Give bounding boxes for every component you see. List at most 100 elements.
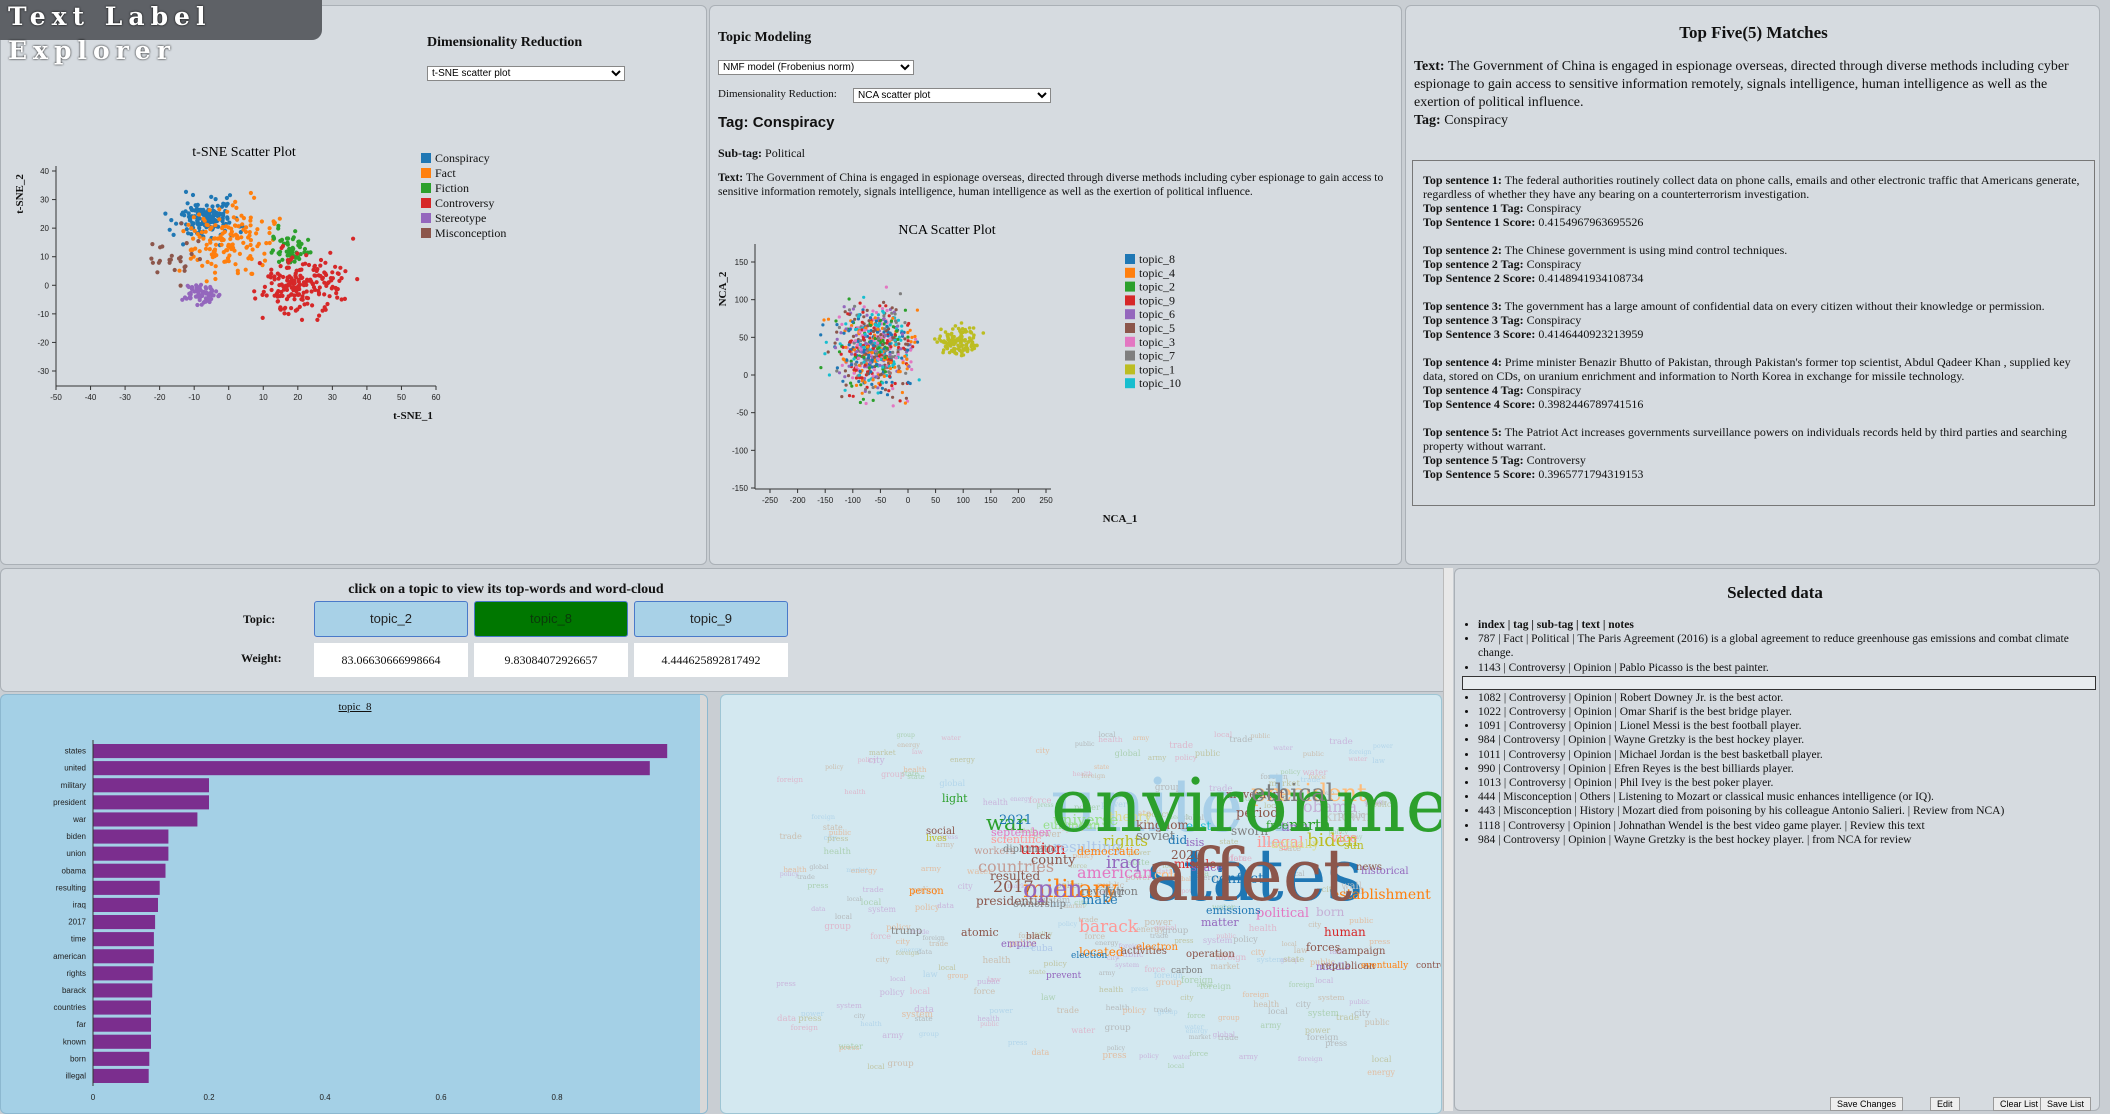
clear-list-button[interactable]: Clear List (1993, 1097, 2046, 1111)
dimred-select[interactable]: t-SNE scatter plot (427, 66, 625, 81)
wordcloud-filler-word: group (1154, 783, 1182, 794)
nca-point (900, 324, 904, 328)
tsne-point (216, 294, 221, 299)
tsne-point (207, 238, 213, 243)
nca-point (875, 375, 879, 379)
selected-data-row[interactable]: 1013 | Controversy | Opinion | Phil Ivey… (1478, 776, 2090, 790)
wordcloud-panel: city policy foreign state system trade power lo… (720, 694, 1442, 1114)
tsne-point (202, 299, 207, 304)
bar-category-label: far (77, 1020, 87, 1029)
bar-x-tick: 0 (91, 1093, 96, 1102)
selected-data-row[interactable]: 984 | Controversy | Opinion | Wayne Gret… (1478, 833, 2090, 847)
tsne-point (339, 297, 344, 302)
selected-data-row[interactable]: 1118 | Controversy | Opinion | Johnathan… (1478, 819, 2090, 833)
tsne-point (297, 304, 302, 309)
nca-point (939, 339, 943, 343)
wordcloud-filler-word: state (1219, 837, 1239, 847)
bar-category-label: states (65, 747, 86, 756)
wordcloud-word: republican (1321, 961, 1376, 972)
edit-button[interactable]: Edit (1930, 1097, 1960, 1111)
tsne-x-tick: -20 (154, 393, 166, 402)
nca-point (869, 323, 873, 327)
nca-point (969, 344, 973, 349)
selected-data-row[interactable]: 1022 | Controversy | Opinion | Omar Shar… (1478, 705, 2090, 719)
bar-panel-scrollbar[interactable] (700, 695, 707, 1113)
nca-point (909, 340, 913, 344)
selected-edit-field[interactable] (1462, 676, 2096, 690)
dimred-panel: Dimensionality Reduction t-SNE scatter p… (0, 5, 707, 565)
nca-y-label: NCA_2 (717, 271, 729, 306)
nca-point (850, 352, 854, 356)
nca-point (849, 363, 854, 367)
bar (93, 744, 668, 759)
nca-dimred-select[interactable]: NCA scatter plot (853, 88, 1051, 103)
tsne-point (189, 251, 194, 257)
nca-point (869, 370, 873, 374)
topic-cell-topic_2[interactable]: topic_2 (314, 601, 468, 637)
wordcloud-filler-word: policy (1139, 1051, 1159, 1060)
tsne-point (184, 241, 189, 246)
nca-point (891, 350, 895, 354)
wordcloud-filler-word: press (1130, 985, 1149, 994)
wordcloud-filler-word: power (1128, 849, 1151, 858)
bar-category-label: born (70, 1054, 86, 1063)
nca-point (862, 345, 866, 349)
wordcloud-filler-word: force (1018, 931, 1038, 941)
tsne-point (228, 236, 233, 242)
selected-data-row[interactable]: 1091 | Controversy | Opinion | Lionel Me… (1478, 719, 2090, 733)
tsne-legend-label: Fiction (435, 181, 469, 195)
selected-data-row[interactable]: 444 | Misconception | Others | Listening… (1478, 790, 2090, 804)
topic-cell-topic_8[interactable]: topic_8 (474, 601, 628, 637)
wordcloud-filler-word: local (1196, 981, 1213, 989)
tsne-point (277, 216, 282, 221)
nca-point (887, 327, 891, 331)
nca-point (835, 337, 839, 341)
wordcloud-filler-word: system (1115, 960, 1140, 969)
selected-data-row[interactable]: 787 | Fact | Political | The Paris Agree… (1478, 632, 2090, 660)
tsne-point (191, 236, 196, 241)
nca-point (889, 361, 893, 365)
tsne-point (219, 204, 225, 209)
nca-point (880, 386, 884, 390)
wordcloud-filler-word: city (1353, 1009, 1371, 1020)
wordcloud-filler-word: foreign (1081, 771, 1106, 780)
nca-point (896, 348, 900, 352)
nca-point (905, 399, 910, 403)
wordcloud-filler-word: force (870, 932, 891, 942)
tsne-point (233, 223, 238, 228)
wordcloud-filler-word: group (896, 732, 915, 740)
selected-data-row[interactable]: 1143 | Controversy | Opinion | Pablo Pic… (1478, 661, 2090, 675)
tsne-scatter-plot: t-SNE Scatter Plot -50 -40 -30 -20 -10 0 10 20 30… (14, 145, 506, 422)
nca-point (856, 314, 861, 319)
bar (93, 915, 156, 930)
save-list-button[interactable]: Save List (2040, 1097, 2092, 1111)
nca-point (819, 333, 823, 337)
topic-panel-scrollbar[interactable] (1443, 568, 1453, 1111)
nca-point (901, 346, 906, 350)
match-item: Top sentence 2: The Chinese government i… (1423, 243, 1788, 285)
nca-point (834, 319, 838, 323)
save-changes-button[interactable]: Save Changes (1830, 1097, 1904, 1111)
wordcloud-word: county (1031, 853, 1076, 868)
topic-selector-panel: click on a topic to view its top-words a… (0, 568, 1448, 692)
selected-data-row[interactable]: 1011 | Controversy | Opinion | Michael J… (1478, 748, 2090, 762)
tsne-point (186, 211, 191, 216)
match-item: Top sentence 5: The Patriot Act increase… (1423, 425, 2067, 481)
topic-cell-topic_9[interactable]: topic_9 (634, 601, 788, 637)
tsne-point (329, 286, 334, 291)
selected-data-row[interactable]: 984 | Controversy | Opinion | Wayne Gret… (1478, 733, 2090, 747)
nca-point (850, 384, 854, 388)
topic-model-select[interactable]: NMF model (Frobenius norm) (718, 60, 914, 75)
wordcloud-filler-word: health (1168, 813, 1191, 822)
wordcloud-filler-word: data (811, 905, 826, 914)
tsne-point (202, 218, 207, 223)
nca-point (908, 381, 912, 386)
wordcloud-word: establishment (1331, 887, 1431, 903)
selected-data-row[interactable]: 443 | Misconception | History | Mozart d… (1478, 804, 2090, 818)
wordcloud-word: actually (1271, 837, 1320, 851)
selected-data-row[interactable]: 990 | Controversy | Opinion | Efren Reye… (1478, 762, 2090, 776)
tsne-point (287, 253, 292, 258)
wordcloud-filler-word: data (914, 1004, 934, 1015)
selected-data-row[interactable]: 1082 | Controversy | Opinion | Robert Do… (1478, 691, 2090, 705)
tsne-point (248, 242, 253, 248)
